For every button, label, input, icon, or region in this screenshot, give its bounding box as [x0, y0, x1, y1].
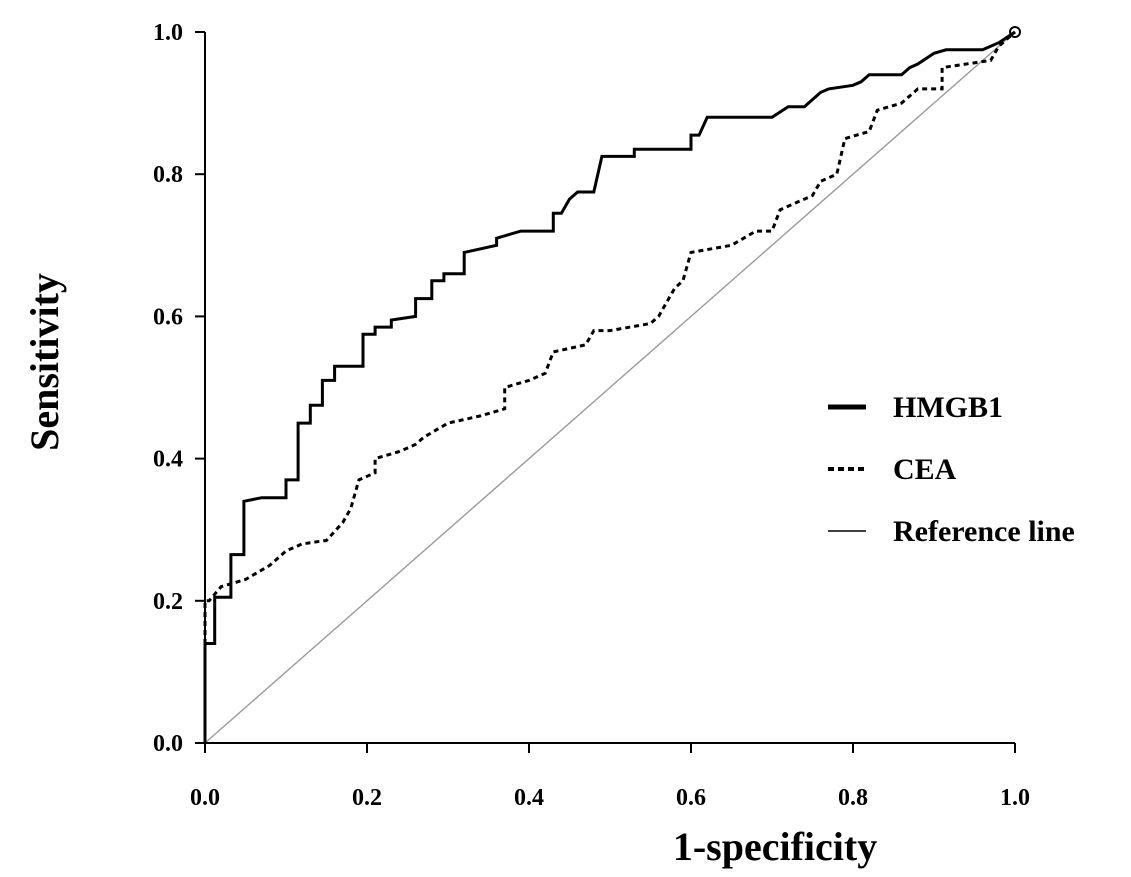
- x-tick-label: 0.4: [514, 785, 544, 811]
- y-tick-label: 0.6: [153, 304, 183, 330]
- series-line-reference-line: [204, 31, 1016, 744]
- legend-label-hmgb1: HMGB1: [893, 391, 1003, 424]
- legend-label-reference-line: Reference line: [893, 515, 1075, 548]
- x-tick-label: 0.8: [838, 785, 868, 811]
- x-axis-title: 1-specificity: [673, 824, 877, 869]
- end-point-marker: [1009, 26, 1021, 38]
- y-tick-label: 0.8: [153, 162, 183, 188]
- y-tick-label: 0.2: [153, 589, 183, 615]
- y-tick-label: 1.0: [153, 20, 183, 46]
- y-axis-title: Sensitivity: [22, 273, 67, 451]
- x-tick-label: 0.6: [676, 785, 706, 811]
- legend-label-cea: CEA: [893, 453, 957, 486]
- legend: HMGB1 CEA Reference line: [828, 391, 1075, 548]
- series-layer: [203, 26, 1021, 744]
- x-tick-label: 1.0: [1000, 785, 1030, 811]
- axes-layer: [204, 32, 1015, 744]
- y-tick-label: 0.4: [153, 447, 183, 473]
- ticks-layer: 0.0 0.2 0.4 0.6 0.8 1.0 0.0 0.2 0.4 0.6 0.8 1.0: [153, 20, 1030, 811]
- series-line-cea: [203, 30, 1016, 743]
- series-line-hmgb1: [203, 30, 1016, 743]
- x-tick-label: 0.0: [190, 785, 220, 811]
- y-tick-label: 0.0: [153, 731, 183, 757]
- x-tick-label: 0.2: [352, 785, 382, 811]
